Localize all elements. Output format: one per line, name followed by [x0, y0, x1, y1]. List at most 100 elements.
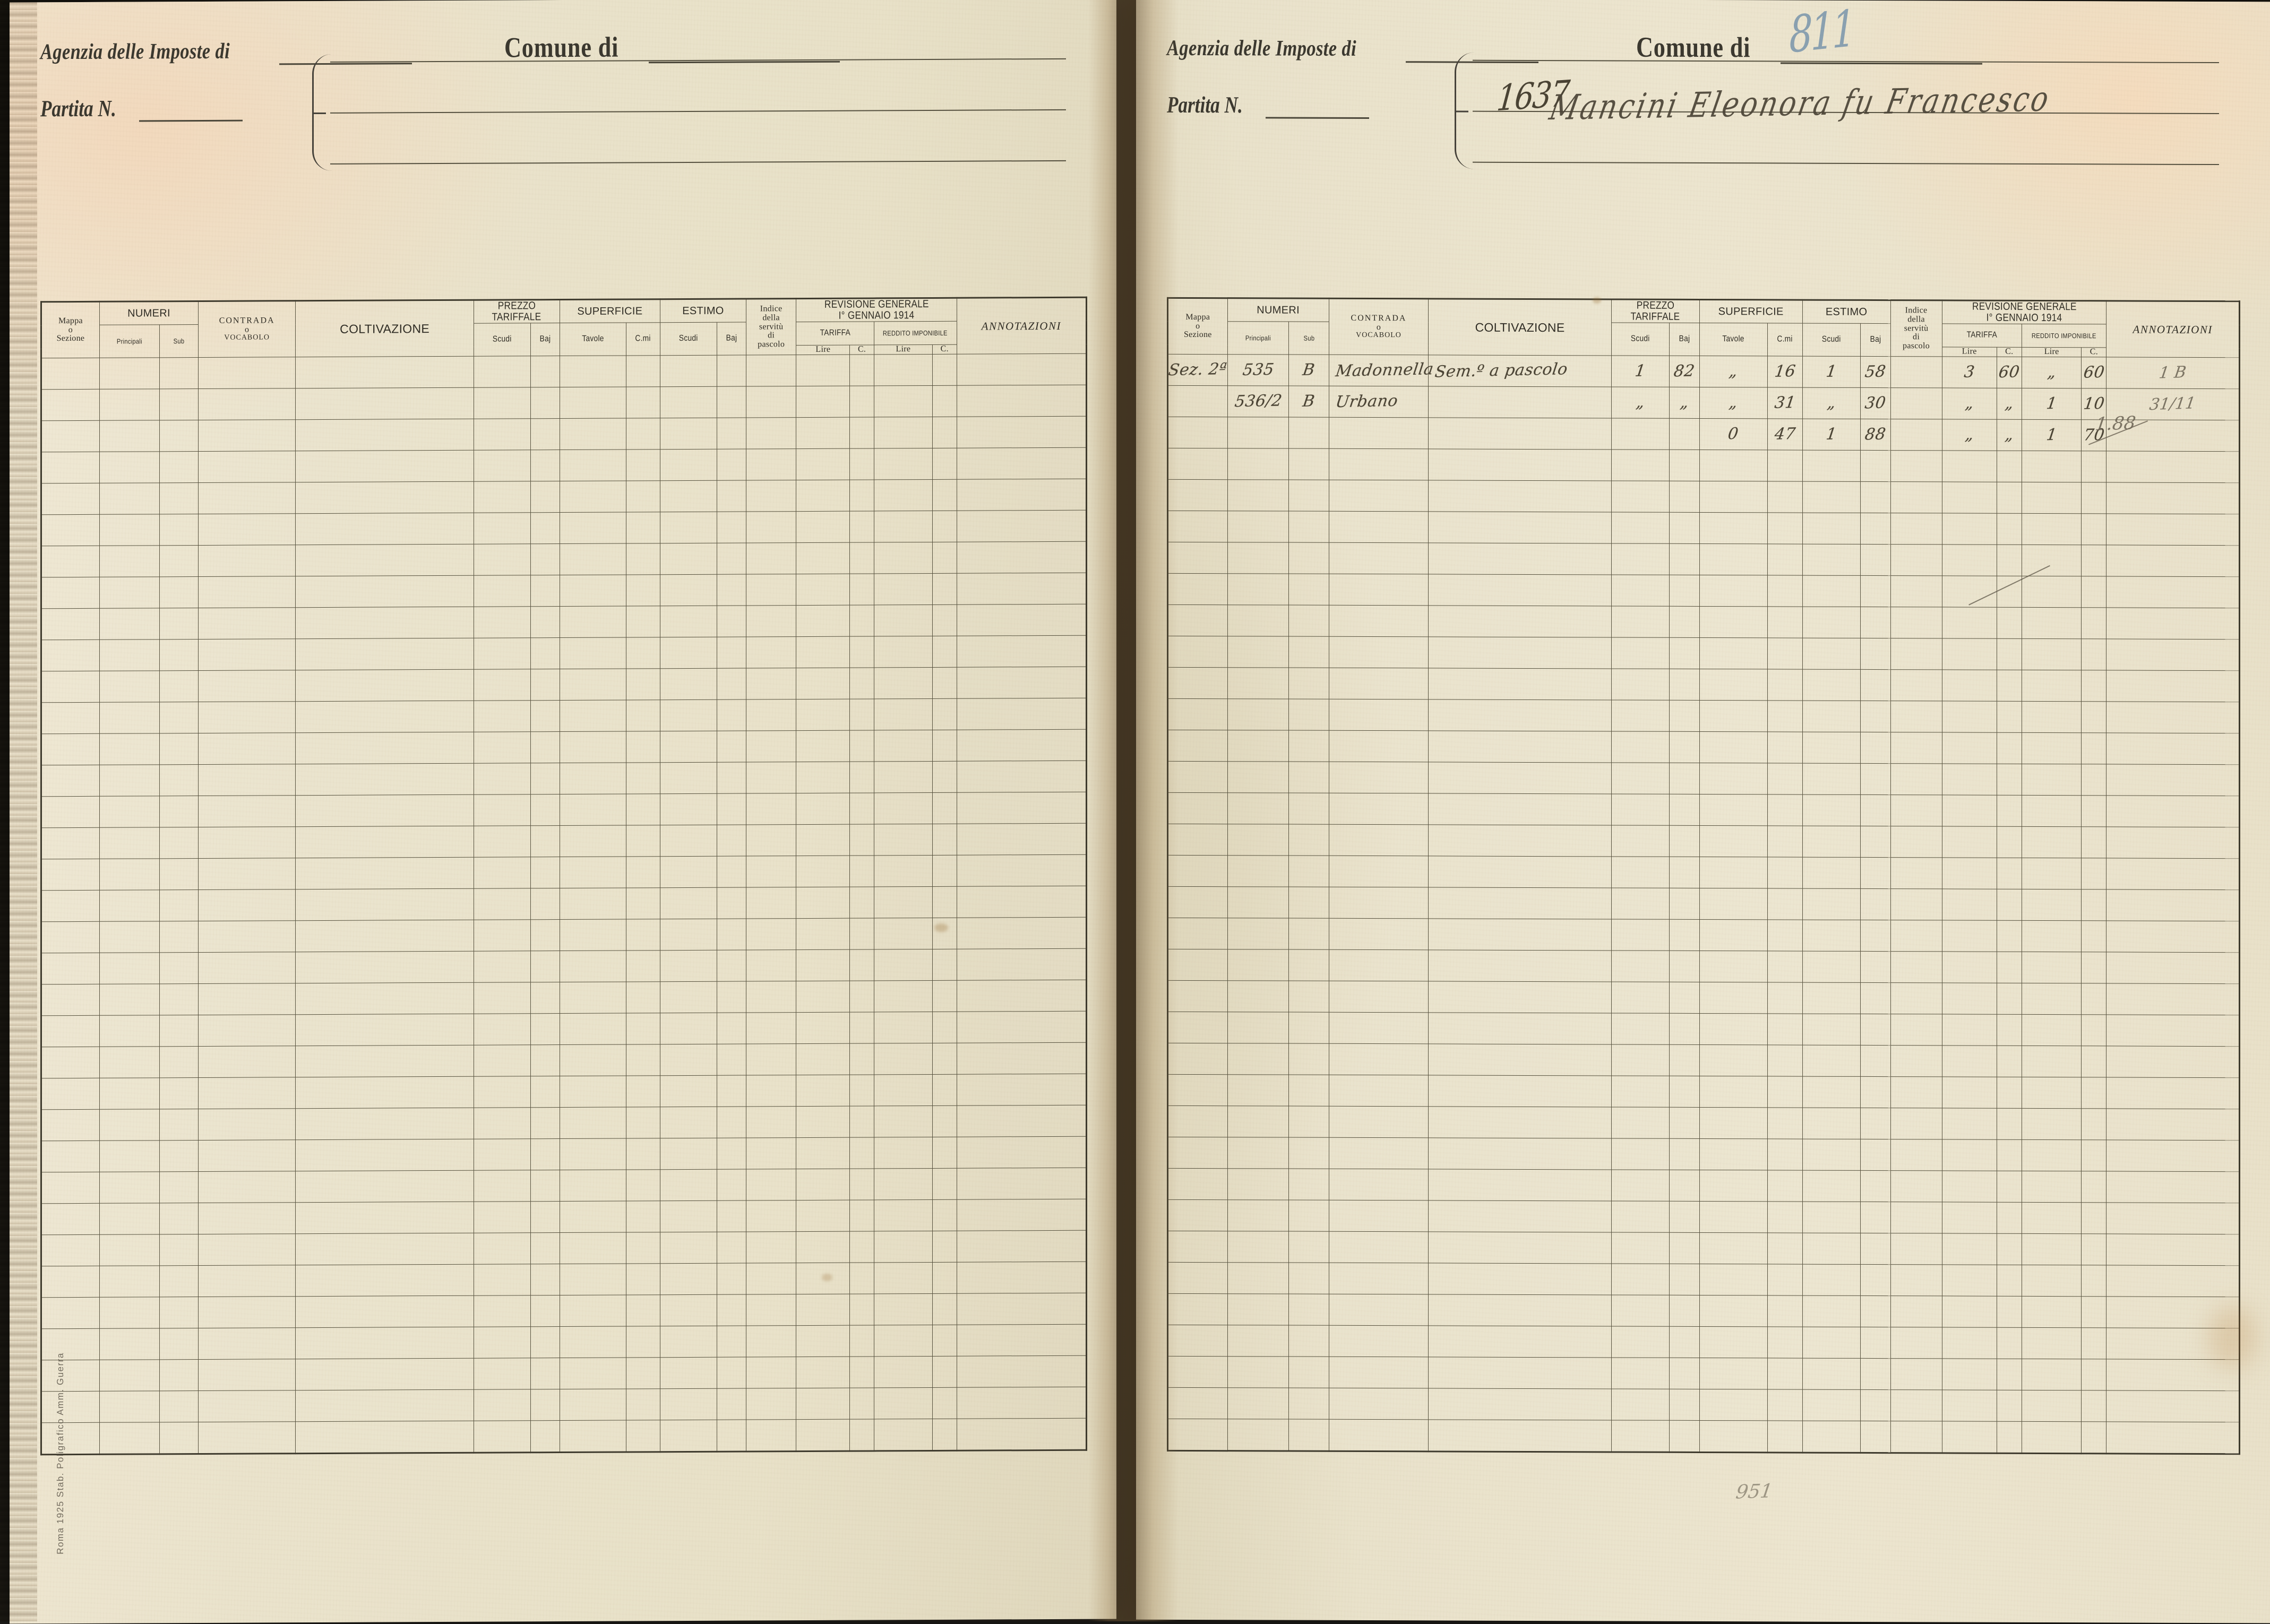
cell-empty[interactable] [796, 636, 850, 668]
cell-empty[interactable] [2081, 576, 2106, 608]
cell-empty[interactable] [1942, 1202, 1997, 1234]
cell-empty[interactable] [1860, 1139, 1891, 1171]
cell-empty[interactable] [1329, 949, 1429, 981]
cell-empty[interactable] [1428, 1419, 1612, 1452]
cell-empty[interactable] [159, 733, 199, 765]
cell-empty[interactable] [560, 574, 626, 607]
cell-empty[interactable] [626, 1075, 660, 1107]
cell-empty[interactable] [1288, 636, 1329, 668]
cell-empty[interactable] [957, 729, 1087, 762]
cell-empty[interactable] [1890, 951, 1942, 983]
cell-empty[interactable] [660, 1107, 717, 1138]
cell-empty[interactable] [957, 792, 1087, 824]
cell-estimo_baj[interactable]: 30 [1860, 387, 1891, 419]
cell-empty[interactable] [957, 1387, 1087, 1419]
cell-empty[interactable] [932, 1137, 957, 1169]
cell-empty[interactable] [1890, 1358, 1942, 1390]
table-row[interactable] [1167, 1012, 2240, 1047]
cell-empty[interactable] [717, 1200, 746, 1232]
cell-empty[interactable] [560, 856, 626, 888]
cell-empty[interactable] [1767, 857, 1803, 889]
cell-empty[interactable] [746, 1231, 796, 1263]
cell-empty[interactable] [1699, 512, 1768, 544]
cell-empty[interactable] [99, 388, 160, 421]
cell-empty[interactable] [1942, 607, 1997, 639]
cell-empty[interactable] [41, 483, 100, 515]
cell-sub[interactable]: B [1288, 386, 1329, 418]
cell-empty[interactable] [1767, 825, 1803, 858]
cell-empty[interactable] [660, 355, 717, 387]
table-row[interactable] [1167, 604, 2240, 640]
cell-empty[interactable] [474, 1420, 531, 1453]
cell-empty[interactable] [2106, 858, 2240, 890]
cell-empty[interactable] [1167, 855, 1228, 887]
cell-empty[interactable] [1288, 949, 1329, 981]
cell-empty[interactable] [626, 981, 660, 1013]
cell-empty[interactable] [159, 1328, 199, 1360]
cell-empty[interactable] [41, 765, 100, 797]
cell-empty[interactable] [1942, 481, 1997, 514]
cell-empty[interactable] [1890, 1108, 1942, 1139]
cell-empty[interactable] [1329, 480, 1429, 512]
cell-empty[interactable] [849, 385, 874, 418]
cell-empty[interactable] [932, 511, 957, 542]
cell-empty[interactable] [1669, 575, 1700, 607]
cell-empty[interactable] [2081, 920, 2106, 952]
cell-empty[interactable] [295, 1202, 474, 1234]
cell-empty[interactable] [1942, 826, 1997, 858]
cell-empty[interactable] [198, 607, 296, 640]
cell-empty[interactable] [1227, 542, 1289, 574]
cell-empty[interactable] [1890, 544, 1942, 576]
cell-empty[interactable] [957, 447, 1087, 480]
cell-estimo_baj[interactable]: 58 [1860, 356, 1891, 388]
cell-empty[interactable] [560, 699, 626, 732]
cell-empty[interactable] [1611, 449, 1670, 481]
cell-empty[interactable] [932, 1105, 957, 1137]
cell-empty[interactable] [159, 1140, 199, 1172]
cell-empty[interactable] [957, 510, 1087, 542]
cell-empty[interactable] [1288, 1231, 1329, 1263]
cell-empty[interactable] [626, 637, 660, 669]
cell-empty[interactable] [874, 792, 933, 824]
cell-empty[interactable] [849, 918, 874, 950]
cell-empty[interactable] [796, 887, 850, 919]
cell-empty[interactable] [474, 1076, 531, 1108]
cell-empty[interactable] [2081, 1421, 2106, 1454]
cell-empty[interactable] [874, 448, 933, 480]
cell-empty[interactable] [1167, 824, 1228, 856]
cell-empty[interactable] [1997, 764, 2022, 796]
cell-empty[interactable] [560, 1326, 626, 1358]
cell-empty[interactable] [626, 574, 660, 606]
cell-empty[interactable] [957, 854, 1087, 887]
cell-empty[interactable] [474, 763, 531, 795]
cell-empty[interactable] [1669, 1107, 1700, 1139]
cell-reddito_c[interactable]: 60 [2081, 357, 2106, 388]
cell-empty[interactable] [1942, 1014, 1997, 1046]
cell-empty[interactable] [198, 1421, 296, 1454]
cell-empty[interactable] [99, 1297, 160, 1329]
cell-empty[interactable] [2081, 1296, 2106, 1328]
cell-empty[interactable] [1699, 669, 1768, 701]
cell-empty[interactable] [746, 605, 796, 637]
cell-empty[interactable] [295, 575, 474, 608]
cell-empty[interactable] [874, 1231, 933, 1263]
cell-empty[interactable] [746, 1169, 796, 1200]
cell-empty[interactable] [1802, 1421, 1861, 1453]
cell-mappa_sezione[interactable] [1167, 417, 1228, 448]
cell-empty[interactable] [1890, 982, 1942, 1014]
cell-empty[interactable] [1890, 1076, 1942, 1108]
cell-reddito_lire[interactable]: „ [2022, 357, 2082, 388]
cell-empty[interactable] [530, 1076, 560, 1108]
cell-empty[interactable] [1288, 981, 1329, 1013]
cell-empty[interactable] [932, 1043, 957, 1075]
cell-empty[interactable] [1860, 1233, 1891, 1265]
cell-empty[interactable] [295, 1327, 474, 1359]
cell-empty[interactable] [1167, 1325, 1228, 1357]
cell-empty[interactable] [796, 1263, 850, 1294]
cell-empty[interactable] [1767, 1389, 1803, 1421]
cell-empty[interactable] [1611, 1420, 1670, 1453]
cell-empty[interactable] [99, 1234, 160, 1266]
table-row[interactable] [1167, 1137, 2240, 1172]
cell-empty[interactable] [530, 951, 560, 982]
cell-empty[interactable] [2106, 1108, 2240, 1141]
